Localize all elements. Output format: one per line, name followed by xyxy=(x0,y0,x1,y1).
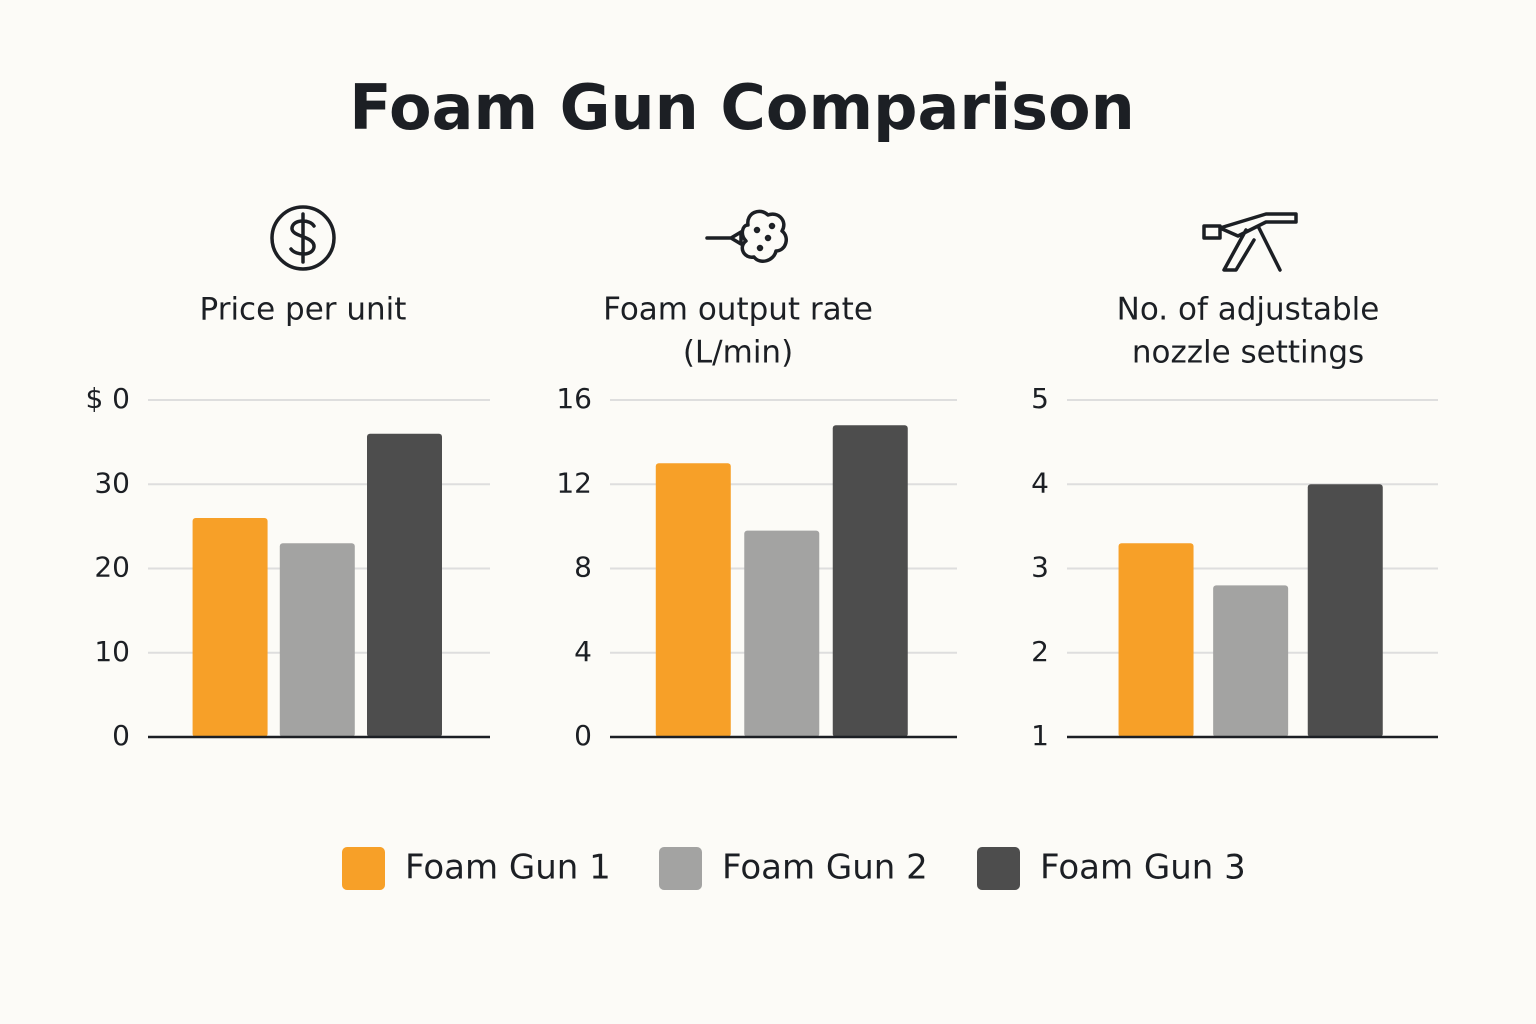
bar xyxy=(832,425,908,737)
legend-swatch xyxy=(977,847,1020,890)
dollar-icon xyxy=(270,205,336,271)
y-tick-label: 20 xyxy=(94,551,130,584)
panel-title: Price per unit xyxy=(200,292,407,328)
panel-title: nozzle settings xyxy=(1132,335,1364,371)
legend-swatch xyxy=(342,847,385,890)
y-tick-label: 4 xyxy=(1031,466,1049,499)
bar xyxy=(192,517,268,737)
y-tick-label: 0 xyxy=(112,719,130,752)
y-tick-label: $ 0 xyxy=(85,382,130,415)
y-tick-label: 8 xyxy=(574,551,592,584)
y-tick-label: 5 xyxy=(1031,382,1049,415)
panel-title: (L/min) xyxy=(683,335,793,371)
y-tick-label: 12 xyxy=(556,466,592,499)
y-tick-label: 3 xyxy=(1031,551,1049,584)
bar xyxy=(655,463,731,737)
y-tick-label: 2 xyxy=(1031,635,1049,668)
legend-label: Foam Gun 3 xyxy=(1040,848,1246,888)
y-tick-label: 4 xyxy=(574,635,592,668)
bar xyxy=(1118,543,1194,737)
bar xyxy=(279,543,355,737)
foam-icon xyxy=(705,209,788,263)
panel-title: No. of adjustable xyxy=(1117,292,1380,328)
bar xyxy=(367,433,442,737)
panel-title: Foam output rate xyxy=(603,292,873,328)
bar xyxy=(744,530,820,737)
legend-label: Foam Gun 2 xyxy=(722,848,928,888)
chart-title: Foam Gun Comparison xyxy=(349,71,1135,144)
legend-label: Foam Gun 1 xyxy=(405,848,611,888)
y-tick-label: 30 xyxy=(94,466,130,499)
y-tick-label: 1 xyxy=(1031,719,1049,752)
gun-icon xyxy=(1202,212,1298,272)
legend-swatch xyxy=(659,847,702,890)
y-tick-label: 16 xyxy=(556,382,592,415)
bar xyxy=(1307,484,1383,737)
bar xyxy=(1213,585,1289,737)
y-tick-label: 10 xyxy=(94,635,130,668)
y-tick-label: 0 xyxy=(574,719,592,752)
